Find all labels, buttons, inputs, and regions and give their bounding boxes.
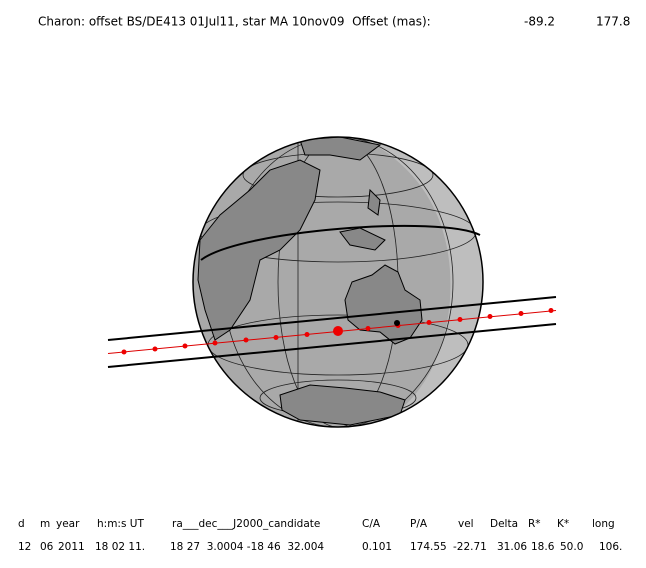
cell: 12 <box>18 541 31 553</box>
offset-value: -89.2 <box>524 15 555 29</box>
occultation-path <box>107 296 557 368</box>
cell: 0.101 <box>362 541 392 553</box>
column-header: C/A <box>362 518 381 530</box>
column-header: h:m:s UT <box>97 518 144 530</box>
cell: 18 27 3.0004 -18 46 32.004 <box>170 541 324 553</box>
cell: 106. <box>599 541 622 553</box>
column-header: P/A <box>410 518 428 530</box>
column-header: long <box>592 518 615 530</box>
column-header: Delta <box>490 518 518 530</box>
column-header: vel <box>458 518 474 530</box>
cell: -22.71 <box>453 541 487 553</box>
column-header: R* <box>528 518 541 530</box>
cell: 06 <box>40 541 54 553</box>
column-header: K* <box>557 518 569 530</box>
cell: 18 02 11. <box>95 541 145 553</box>
title: Charon: offset BS/DE413 01Jul11, star MA… <box>38 15 431 29</box>
cell: 50.0 <box>560 541 583 553</box>
column-header: d <box>18 518 25 530</box>
cell: 2011 <box>58 541 85 553</box>
offset-value: 177.8 <box>596 15 630 29</box>
cell: 18.6 <box>531 541 555 553</box>
cell: 174.55 <box>410 541 447 553</box>
globe <box>192 136 484 428</box>
column-header: year <box>56 518 80 530</box>
cell: 31.06 <box>497 541 527 553</box>
column-header: m <box>40 518 50 530</box>
column-header: ra___dec___J2000_candidate <box>172 518 320 530</box>
